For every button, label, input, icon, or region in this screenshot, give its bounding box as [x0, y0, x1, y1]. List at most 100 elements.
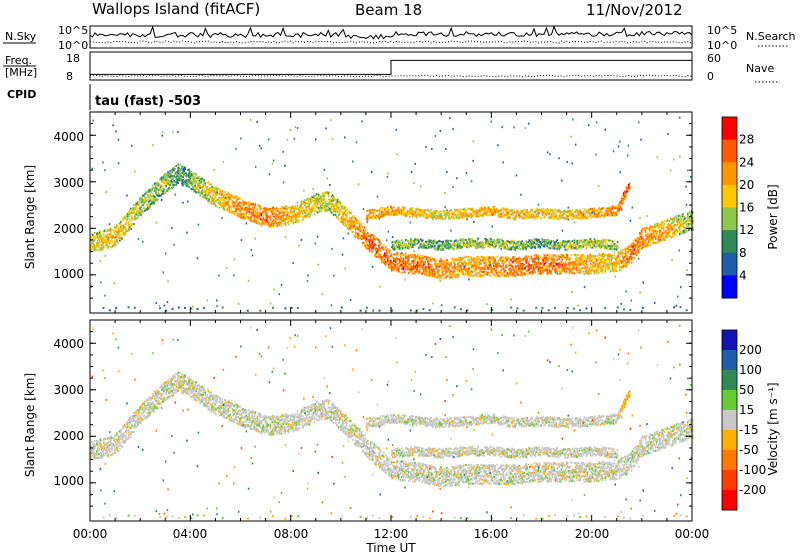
power-echo-point	[451, 276, 453, 279]
power-echo-point	[166, 190, 168, 193]
power-echo-point	[94, 235, 96, 238]
power-echo-point	[596, 266, 599, 269]
power-echo-point	[148, 190, 150, 193]
power-echo-point	[368, 249, 371, 252]
power-echo-point	[539, 256, 542, 259]
power-echo-point	[369, 246, 372, 249]
power-echo-point	[494, 270, 496, 272]
power-echo-point	[370, 234, 373, 237]
power-echo-point	[388, 260, 390, 263]
power-echo-point	[118, 222, 120, 225]
power-echo-point	[223, 202, 225, 205]
power-echo-point	[298, 209, 301, 211]
power-echo-point	[359, 226, 362, 228]
power-echo-point	[601, 267, 604, 270]
power-echo-point	[100, 246, 102, 249]
power-echo-point	[218, 206, 220, 209]
freq-label: Freq.	[5, 54, 32, 67]
power-echo-point	[649, 225, 652, 228]
power-echo-point	[325, 192, 328, 195]
power-echo-point	[652, 242, 655, 245]
power-echo-point	[315, 196, 318, 199]
power-echo-point	[597, 264, 600, 267]
power-echo-point	[660, 226, 663, 229]
power-echo-point	[145, 192, 147, 195]
power-echo-point	[453, 217, 455, 220]
power-echo-point	[546, 254, 549, 257]
power-echo-point	[185, 179, 187, 182]
power-echo-point	[325, 203, 328, 205]
power-echo-point	[164, 173, 166, 176]
power-echo-point	[100, 236, 102, 239]
power-echo-point	[454, 213, 456, 216]
power-echo-point	[327, 203, 330, 205]
power-echo-point	[381, 246, 383, 249]
power-echo-point	[544, 260, 547, 263]
power-echo-point	[437, 263, 439, 266]
power-echo-point	[154, 197, 156, 200]
power-echo-point	[329, 202, 332, 205]
power-echo-point	[415, 212, 417, 214]
power-echo-point	[259, 206, 262, 209]
power-echo-point	[116, 230, 118, 233]
power-echo-point	[398, 268, 400, 271]
power-echo-point	[484, 264, 486, 267]
power-echo-point	[321, 205, 324, 208]
power-echo-point	[428, 214, 430, 216]
power-echo-point	[362, 231, 365, 234]
power-echo-point	[481, 255, 483, 258]
power-echo-point	[449, 213, 451, 216]
power-echo-point	[336, 200, 339, 203]
power-echo-point	[505, 274, 507, 277]
power-echo-point	[412, 260, 414, 263]
power-echo-point	[203, 179, 205, 182]
power-echo-point	[104, 236, 106, 239]
power-echo-point	[277, 207, 280, 210]
power-echo-point	[566, 255, 569, 258]
power-echo-point	[247, 205, 250, 208]
power-echo-point	[608, 264, 611, 267]
power-echo-point	[673, 224, 676, 226]
power-echo-point	[386, 249, 388, 252]
power-echo-point	[617, 251, 620, 254]
power-echo-point	[153, 195, 155, 198]
power-echo-point	[385, 261, 387, 264]
power-echo-point	[163, 176, 165, 179]
power-echo-point	[393, 260, 395, 262]
power-echo-point	[339, 217, 342, 220]
power-echo-point	[419, 213, 421, 216]
power-echo-point	[381, 211, 383, 214]
power-echo-point	[346, 220, 349, 223]
power-echo-point	[282, 215, 285, 218]
power-echo-point	[461, 215, 463, 218]
power-echo-point	[202, 194, 204, 197]
power-echo-point	[287, 218, 290, 221]
power-echo-point	[413, 264, 415, 267]
power-echo-point	[542, 263, 545, 266]
power-echo-point	[174, 172, 176, 175]
power-echo-point	[269, 207, 272, 210]
power-echo-point	[643, 241, 646, 244]
power-echo-point	[164, 181, 166, 184]
power-echo-point	[680, 215, 682, 218]
power-echo-point	[606, 258, 609, 261]
power-echo-point	[240, 213, 243, 216]
power-echo-point	[427, 274, 429, 277]
power-echo-point	[396, 211, 398, 214]
power-echo-point	[313, 197, 316, 200]
power-echo-point	[486, 271, 488, 274]
power-echo-point	[409, 216, 411, 218]
power-echo-point	[468, 271, 470, 274]
power-echo-point	[490, 256, 492, 259]
power-echo-point	[523, 272, 525, 274]
power-echo-point	[420, 265, 422, 268]
power-echo-point	[322, 205, 325, 208]
power-echo-point	[619, 267, 622, 270]
power-echo-point	[534, 258, 537, 261]
power-echo-point	[577, 266, 580, 269]
power-echo-point	[180, 177, 182, 180]
power-echo-point	[122, 219, 124, 222]
power-echo-point	[608, 255, 611, 258]
power-echo-point	[502, 256, 504, 259]
power-echo-point	[646, 242, 649, 244]
